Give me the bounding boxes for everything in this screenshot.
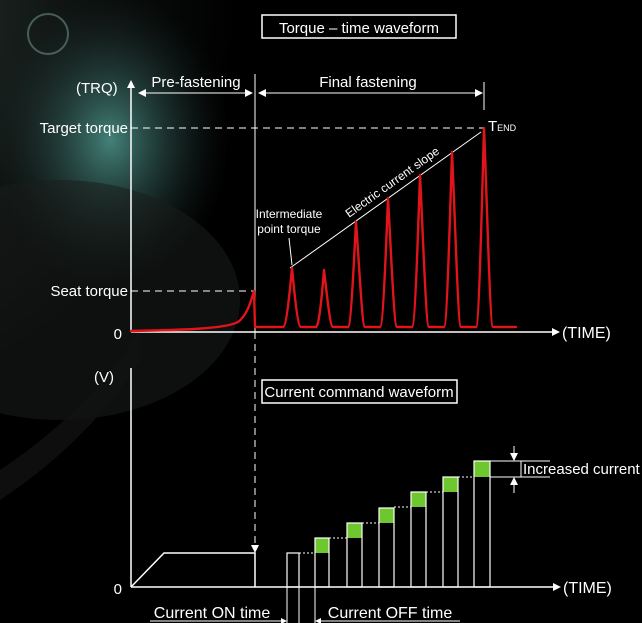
torque-y-axis-arrow bbox=[127, 80, 135, 88]
current-x-label: (TIME) bbox=[563, 580, 612, 597]
pre-fastening-arrow-left bbox=[138, 89, 146, 97]
intermediate-label-line1: Intermediate bbox=[256, 207, 323, 221]
final-fastening-arrow-right bbox=[475, 89, 483, 97]
current-slope-line bbox=[289, 131, 482, 269]
current-pulse bbox=[378, 507, 395, 588]
seat-torque-label: Seat torque bbox=[50, 283, 128, 300]
current-y-label: (V) bbox=[94, 369, 114, 386]
t-end-main: T bbox=[488, 118, 497, 135]
pre-fastening-label: Pre-fastening bbox=[151, 74, 240, 91]
torque-origin-label: 0 bbox=[114, 326, 122, 343]
current-increment-block bbox=[411, 492, 426, 507]
off-time-arrow-head bbox=[315, 618, 321, 623]
current-increment-block bbox=[347, 523, 362, 538]
target-torque-label: Target torque bbox=[40, 120, 128, 137]
top-title: Torque – time waveform bbox=[279, 20, 439, 37]
torque-time-chart: Torque – time waveform (TRQ) (TIME) 0 Pr… bbox=[40, 14, 611, 343]
final-fastening-arrow-left bbox=[258, 89, 266, 97]
current-increment-block bbox=[379, 508, 394, 523]
pre-fastening-arrow-right bbox=[245, 89, 253, 97]
torque-curve bbox=[129, 126, 518, 333]
current-command-chart: Current command waveform (V) (TIME) 0 In… bbox=[94, 368, 641, 623]
current-pulse bbox=[286, 552, 300, 588]
t-end-sub: END bbox=[497, 123, 517, 133]
torque-y-label: (TRQ) bbox=[76, 80, 118, 97]
intermediate-label-line2: point torque bbox=[257, 222, 321, 236]
current-origin-label: 0 bbox=[114, 581, 122, 598]
current-increment-block bbox=[315, 538, 329, 553]
current-pulse bbox=[410, 491, 427, 588]
bottom-title-box bbox=[261, 379, 458, 404]
current-pulse bbox=[346, 522, 363, 588]
current-pulse bbox=[314, 537, 330, 588]
torque-x-axis-arrow bbox=[552, 328, 560, 336]
current-increment-block bbox=[474, 461, 490, 477]
on-time-arrow-head bbox=[281, 618, 287, 623]
increase-arrow-bottom-head bbox=[510, 477, 518, 485]
intermediate-pointer bbox=[288, 237, 293, 266]
current-pulse-steps bbox=[286, 460, 491, 588]
pre-fastening-ramp bbox=[130, 552, 256, 588]
on-time-label: Current ON time bbox=[154, 605, 271, 622]
increased-current-label: Increased current bbox=[523, 461, 641, 478]
t-end-label: TEND bbox=[488, 118, 517, 135]
current-pulse bbox=[442, 476, 459, 588]
current-increment-block bbox=[443, 477, 458, 492]
transition-connector-arrow bbox=[251, 545, 259, 553]
final-fastening-label: Final fastening bbox=[319, 74, 417, 91]
bottom-title: Current command waveform bbox=[264, 384, 453, 401]
current-pulse bbox=[473, 460, 491, 588]
torque-x-label: (TIME) bbox=[562, 325, 611, 342]
off-time-label: Current OFF time bbox=[328, 605, 453, 622]
current-x-axis-arrow bbox=[553, 583, 561, 591]
increase-arrow-top-head bbox=[510, 453, 518, 461]
top-title-box bbox=[261, 14, 457, 39]
